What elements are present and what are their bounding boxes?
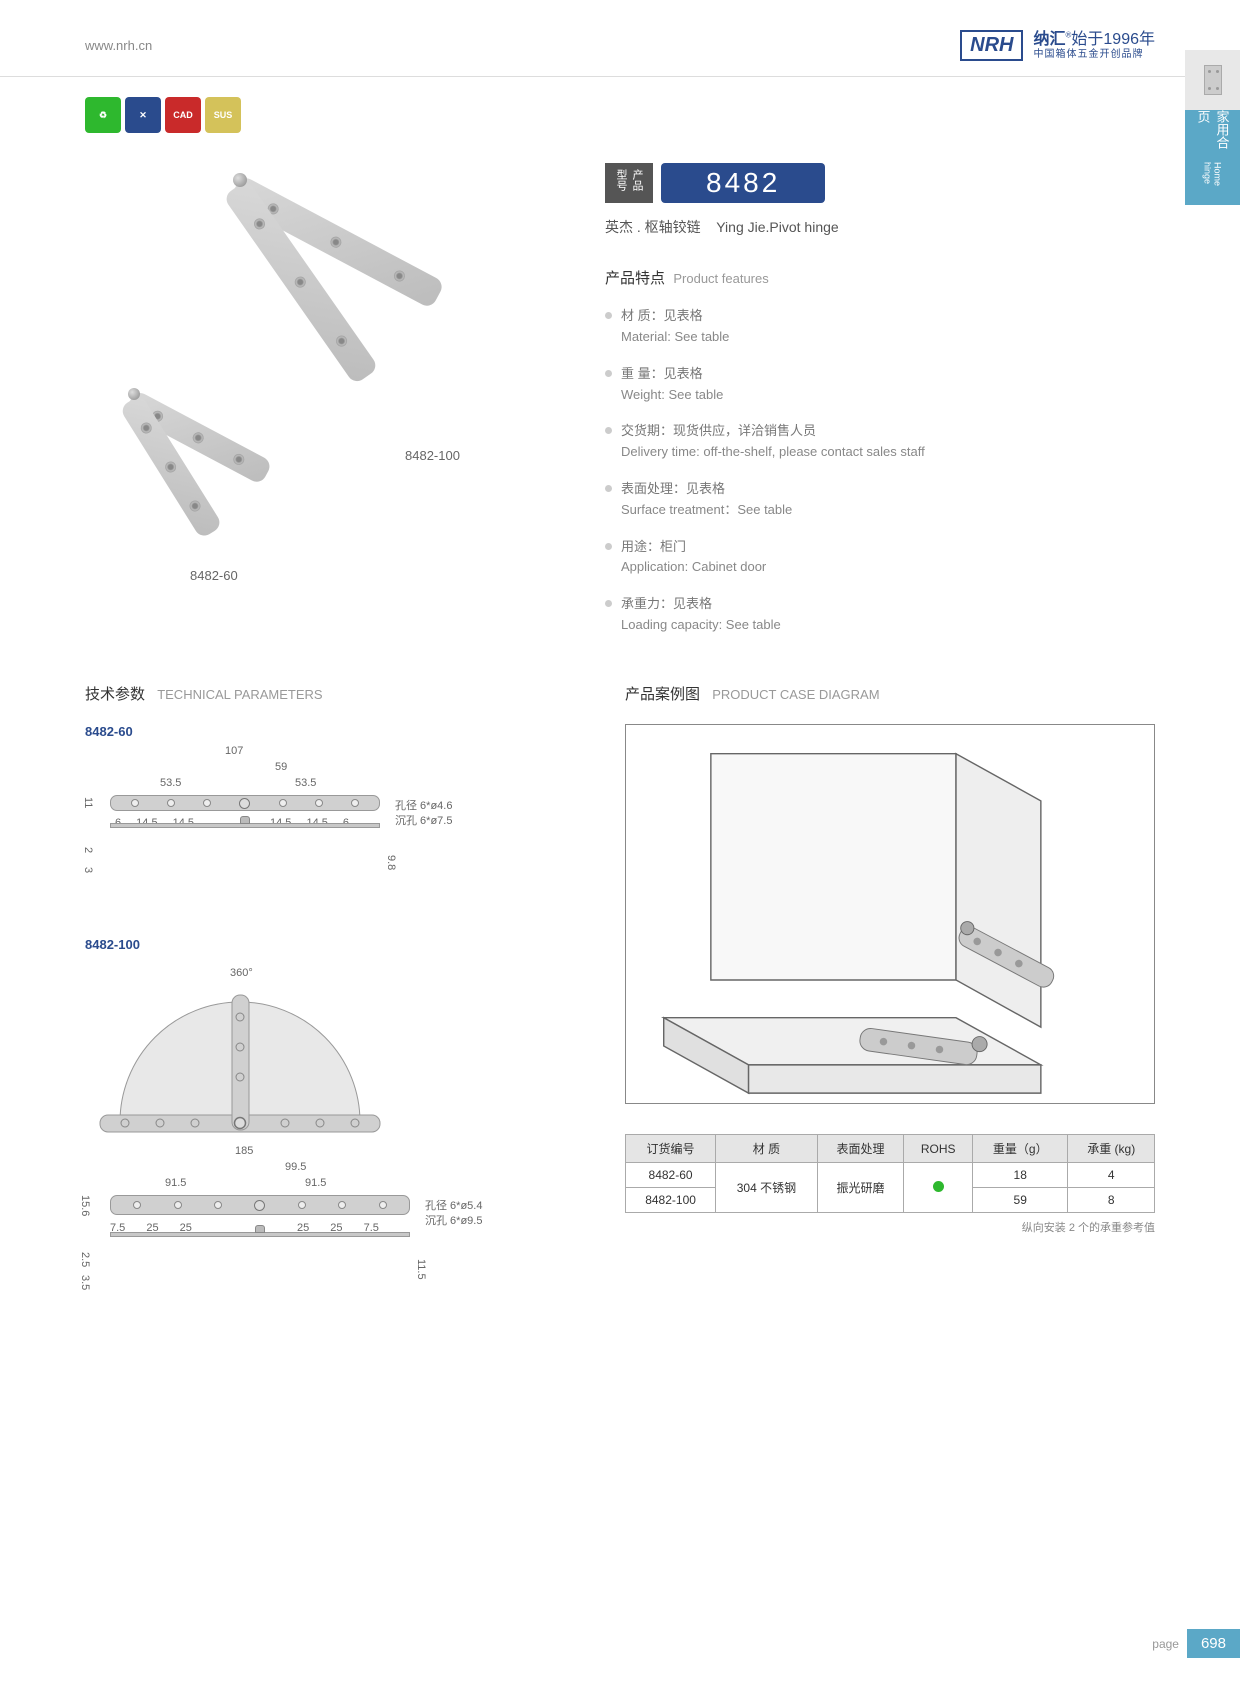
tab-icon-hinge xyxy=(1185,50,1240,110)
case-title: 产品案例图 PRODUCT CASE DIAGRAM xyxy=(625,683,1155,704)
model-header: 产品型号 8482 xyxy=(605,163,1155,203)
badge: ✕ xyxy=(125,97,161,133)
feature-item: 重 量：见表格Weight: See table xyxy=(605,364,1155,422)
product-hero: 8482-100 8482-60 xyxy=(85,173,565,653)
tab-cn: 家用合页 xyxy=(1194,110,1232,157)
badge: CAD xyxy=(165,97,201,133)
features-list: 材 质：见表格Material: See table重 量：见表格Weight:… xyxy=(605,306,1155,652)
drawing-8482-60: 107 59 53.5 53.5 11 孔径 6*ø4.6 沉孔 6*ø7.5 … xyxy=(85,747,585,907)
brand-name-cn: 纳汇 xyxy=(1033,31,1065,48)
drawing2-label: 8482-100 xyxy=(85,937,585,952)
table-note: 纵向安装 2 个的承重参考值 xyxy=(625,1219,1155,1235)
feature-item: 用途：柜门Application: Cabinet door xyxy=(605,537,1155,595)
logo: NRH xyxy=(960,30,1023,61)
drawing-arc: 360° xyxy=(85,967,585,1147)
tech-title: 技术参数 TECHNICAL PARAMETERS xyxy=(85,683,585,704)
page-label: page xyxy=(1152,1637,1179,1651)
tab-label: 家用合页 Home hinge xyxy=(1185,110,1240,205)
table-body: 8482-60304 不锈钢振光研磨1848482-100598 xyxy=(626,1163,1155,1213)
model-tag: 产品型号 xyxy=(605,163,653,203)
page-header: www.nrh.cn NRH 纳汇®始于1996年 中国箱体五金开创品牌 xyxy=(0,0,1240,77)
badge: ♻ xyxy=(85,97,121,133)
drawing-8482-100: 185 99.5 91.5 91.5 15.6 孔径 6*ø5.4 沉孔 6*ø… xyxy=(85,1147,585,1307)
feature-item: 材 质：见表格Material: See table xyxy=(605,306,1155,364)
features-title: 产品特点 Product features xyxy=(605,267,1155,288)
feature-item: 表面处理：见表格Surface treatment：See table xyxy=(605,479,1155,537)
website-url: www.nrh.cn xyxy=(85,38,152,53)
hero-label-large: 8482-100 xyxy=(405,448,460,463)
side-tabs: 家用合页 Home hinge xyxy=(1185,50,1240,205)
drawing1-label: 8482-60 xyxy=(85,724,585,739)
brand-block: NRH 纳汇®始于1996年 中国箱体五金开创品牌 xyxy=(960,30,1155,61)
page-footer: page 698 xyxy=(1152,1629,1240,1658)
hero-label-small: 8482-60 xyxy=(190,568,238,583)
table-row: 8482-60304 不锈钢振光研磨184 xyxy=(626,1163,1155,1188)
model-number: 8482 xyxy=(661,163,825,203)
feature-item: 承重力：见表格Loading capacity: See table xyxy=(605,594,1155,652)
model-subtitle: 英杰 . 枢轴铰链 Ying Jie.Pivot hinge xyxy=(605,217,1155,237)
spec-table: 订货编号材 质表面处理ROHS重量（g）承重 (kg) 8482-60304 不… xyxy=(625,1134,1155,1213)
badge-row: ♻✕CADSUS xyxy=(0,77,1240,133)
page-number: 698 xyxy=(1187,1629,1240,1658)
case-diagram xyxy=(625,724,1155,1104)
brand-year: 始于1996年 xyxy=(1071,31,1155,48)
badge: SUS xyxy=(205,97,241,133)
table-header-row: 订货编号材 质表面处理ROHS重量（g）承重 (kg) xyxy=(626,1135,1155,1163)
tab-en: Home hinge xyxy=(1203,162,1223,205)
feature-item: 交货期：现货供应，详洽销售人员Delivery time: off-the-sh… xyxy=(605,421,1155,479)
brand-subtitle: 中国箱体五金开创品牌 xyxy=(1033,49,1155,61)
